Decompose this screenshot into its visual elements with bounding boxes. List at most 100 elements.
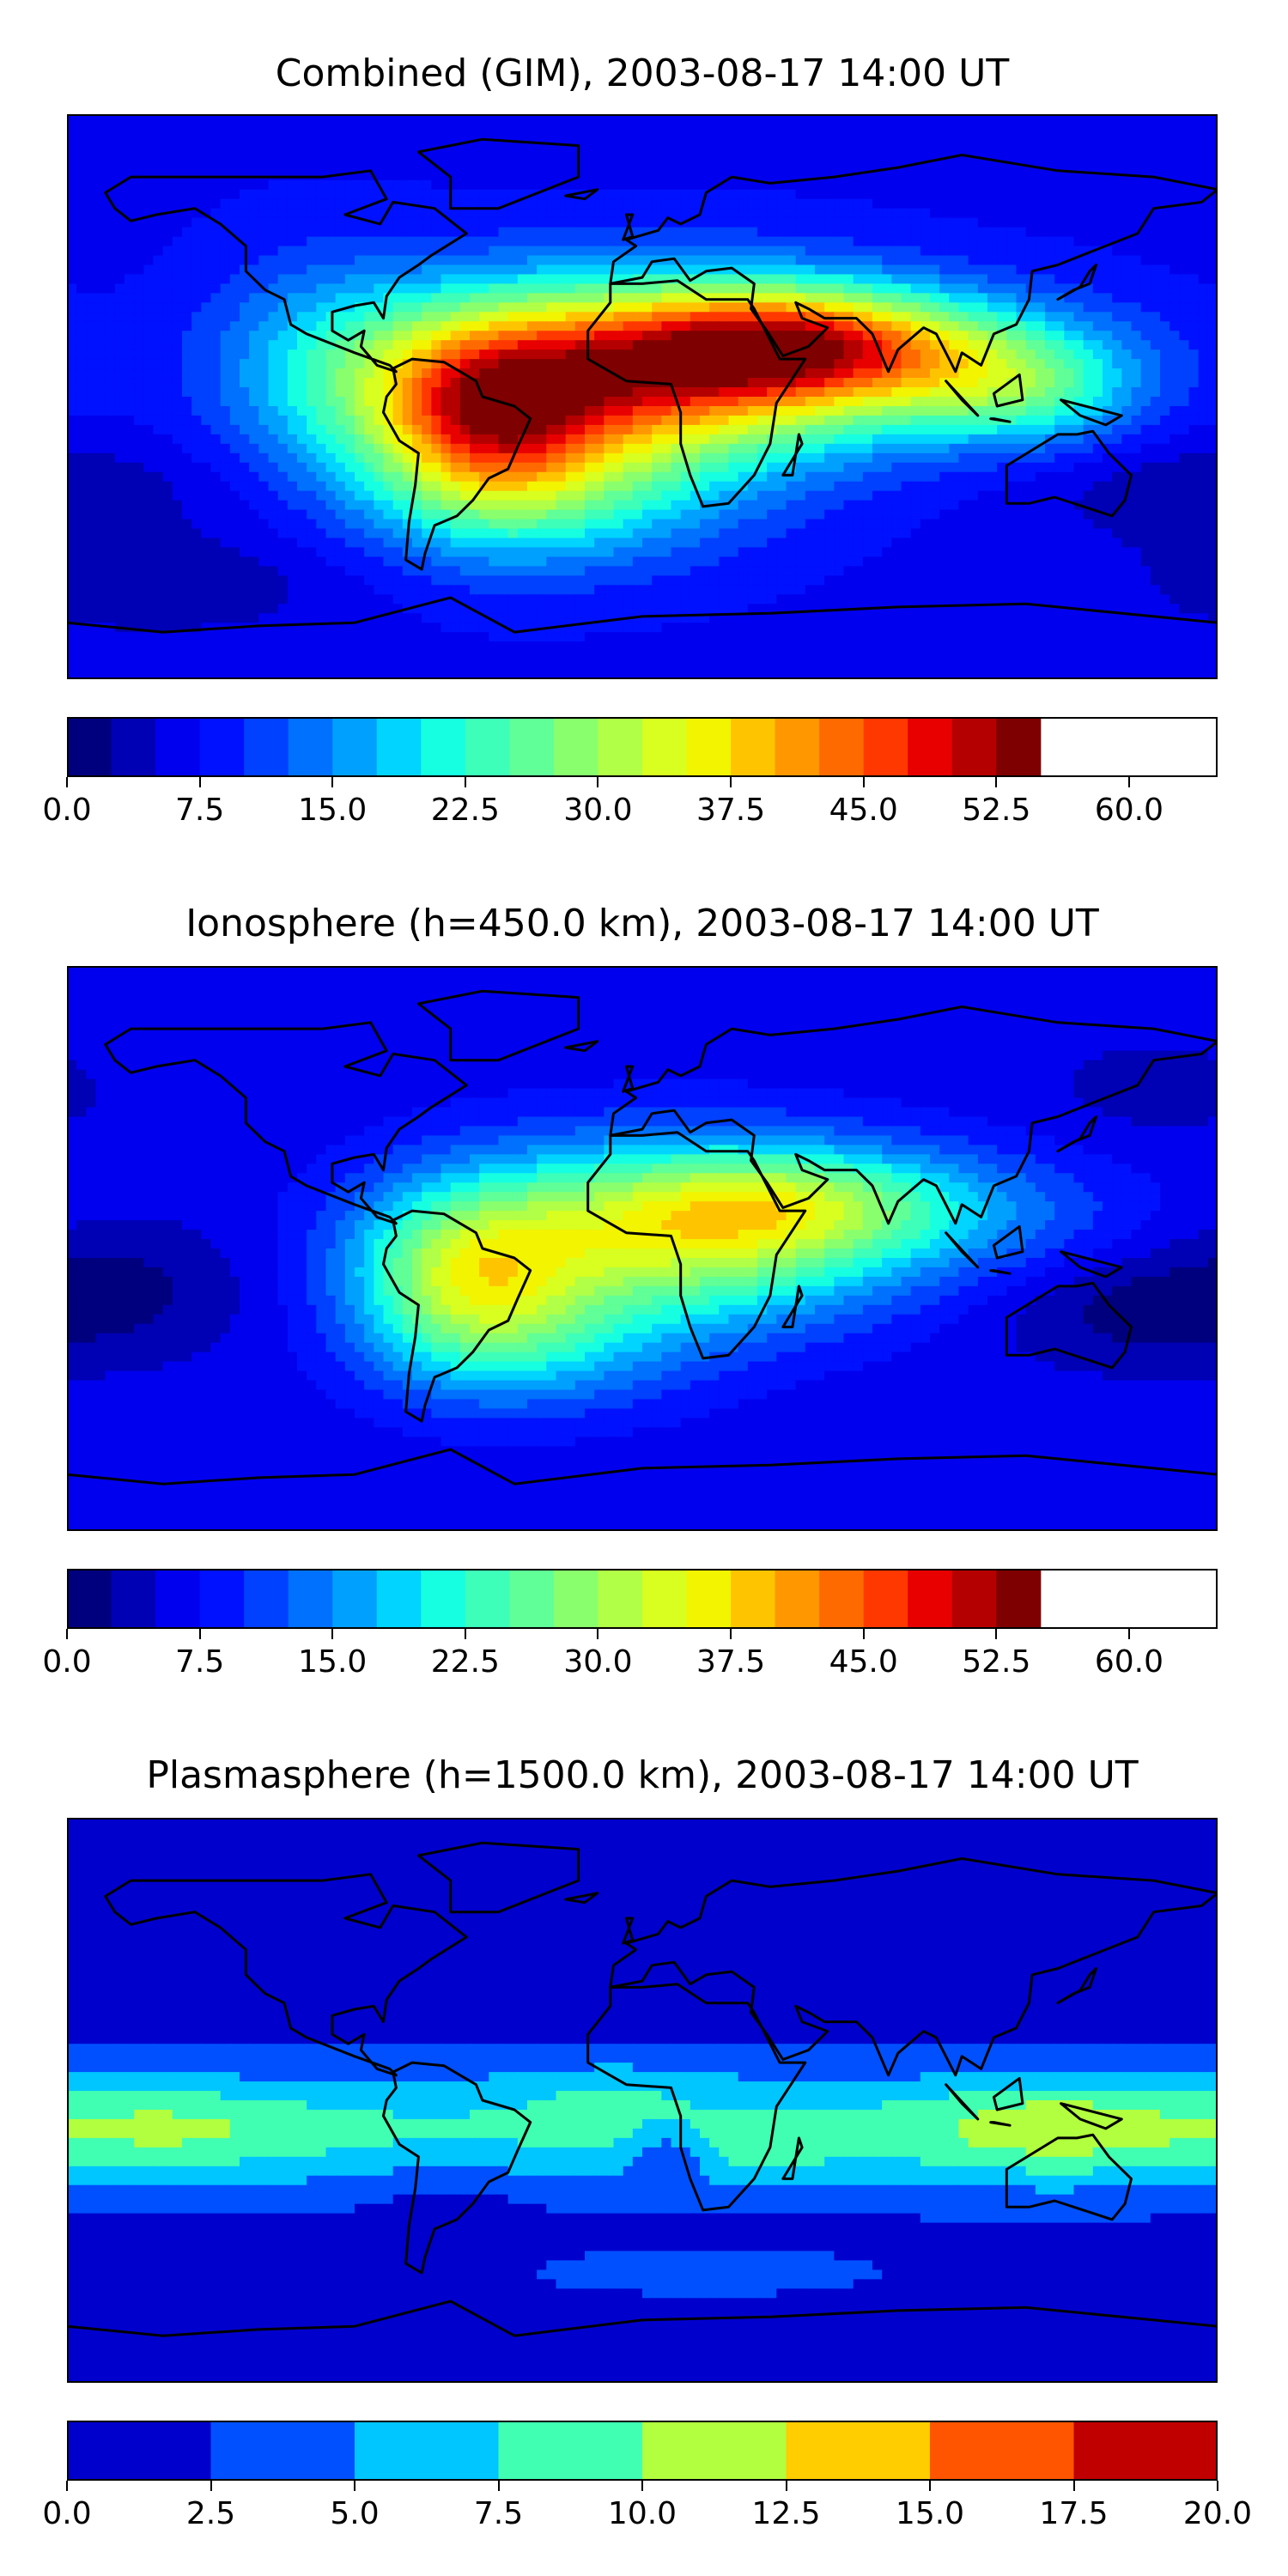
heatmap-cell [76,500,87,511]
heatmap-cell [172,490,183,501]
heatmap-cell [968,312,979,322]
heatmap-cell [997,170,1007,181]
heatmap-cell [105,170,116,181]
heatmap-cell [355,481,365,492]
heatmap-cell [162,132,173,143]
heatmap-cell [719,255,730,266]
heatmap-cell [316,255,327,266]
heatmap-cell [1188,170,1200,181]
heatmap-cell [1198,405,1209,416]
heatmap-cell [191,246,202,257]
heatmap-cell [1016,114,1027,125]
heatmap-cell [574,246,586,257]
heatmap-cell [67,443,77,454]
heatmap-cell [277,274,289,284]
heatmap-cell [1140,293,1151,303]
heatmap-cell [1198,170,1209,181]
heatmap-cell [613,217,624,228]
heatmap-cell [470,198,480,210]
heatmap-cell [1092,321,1103,331]
heatmap-cell [479,227,489,238]
heatmap-cell [134,471,144,483]
heatmap-cell [613,274,624,284]
heatmap-cell [910,397,921,407]
heatmap-cell [1160,114,1170,125]
heatmap-cell [815,415,825,426]
heatmap-cell [1131,302,1142,313]
heatmap-cell [824,302,835,313]
heatmap-cell [987,415,998,426]
heatmap-cell [182,443,192,454]
heatmap-cell [853,293,864,303]
heatmap-cell [527,443,538,454]
heatmap-cell [585,217,595,228]
heatmap-cell [95,161,106,172]
heatmap-cell [297,378,307,388]
heatmap-cell [872,415,883,426]
heatmap-cell [143,142,155,153]
heatmap-cell [1083,198,1094,210]
heatmap-cell [613,198,624,210]
heatmap-cell [95,424,106,435]
heatmap-cell [287,189,298,200]
heatmap-cell [920,359,931,369]
heatmap-cell [977,170,988,181]
heatmap-cell [114,189,125,200]
heatmap-cell [86,161,97,172]
heatmap-cell [632,161,643,172]
heatmap-cell [307,453,317,464]
heatmap-cell [1035,236,1046,247]
heatmap-cell [795,179,806,191]
heatmap-cell [958,387,969,398]
heatmap-cell [489,179,500,191]
heatmap-cell [325,132,337,143]
heatmap-cell [901,415,912,426]
heatmap-cell [795,236,806,247]
heatmap-cell [747,312,758,322]
heatmap-cell [1112,198,1122,210]
heatmap-cell [872,283,883,294]
heatmap-cell [939,359,950,369]
heatmap-cell [527,331,538,341]
heatmap-cell [1054,434,1065,445]
heatmap-cell [431,227,442,238]
heatmap-cell [335,217,346,228]
heatmap-cell [556,415,567,426]
heatmap-cell [891,264,902,276]
heatmap-cell [805,132,816,143]
heatmap-cell [1092,387,1103,398]
heatmap-cell [507,349,519,360]
heatmap-cell [910,359,921,369]
heatmap-cell [153,368,164,379]
heatmap-cell [604,453,615,464]
heatmap-cell [585,397,595,407]
heatmap-cell [1103,264,1113,276]
heatmap-cell [901,424,912,435]
heatmap-cell [623,453,634,464]
heatmap-cell [1121,114,1133,125]
heatmap-cell [843,321,854,331]
heatmap-cell [1092,170,1103,181]
heatmap-cell [191,462,202,473]
heatmap-cell [268,189,279,200]
heatmap-cell [1150,283,1161,294]
heatmap-cell [1054,198,1065,210]
heatmap-cell [1006,490,1018,501]
heatmap-cell [565,405,576,416]
heatmap-cell [565,331,576,341]
heatmap-cell [67,132,77,143]
heatmap-cell [968,189,979,200]
heatmap-cell [1073,490,1084,501]
heatmap-cell [1045,481,1055,492]
heatmap-cell [240,434,250,445]
heatmap-cell [958,471,969,483]
heatmap-cell [489,405,500,416]
heatmap-cell [623,132,634,143]
heatmap-cell [585,500,595,511]
heatmap-cell [402,179,413,191]
heatmap-cell [997,453,1007,464]
heatmap-cell [172,397,183,407]
heatmap-cell [220,114,231,125]
heatmap-cell [220,208,231,219]
heatmap-cell [977,208,988,219]
